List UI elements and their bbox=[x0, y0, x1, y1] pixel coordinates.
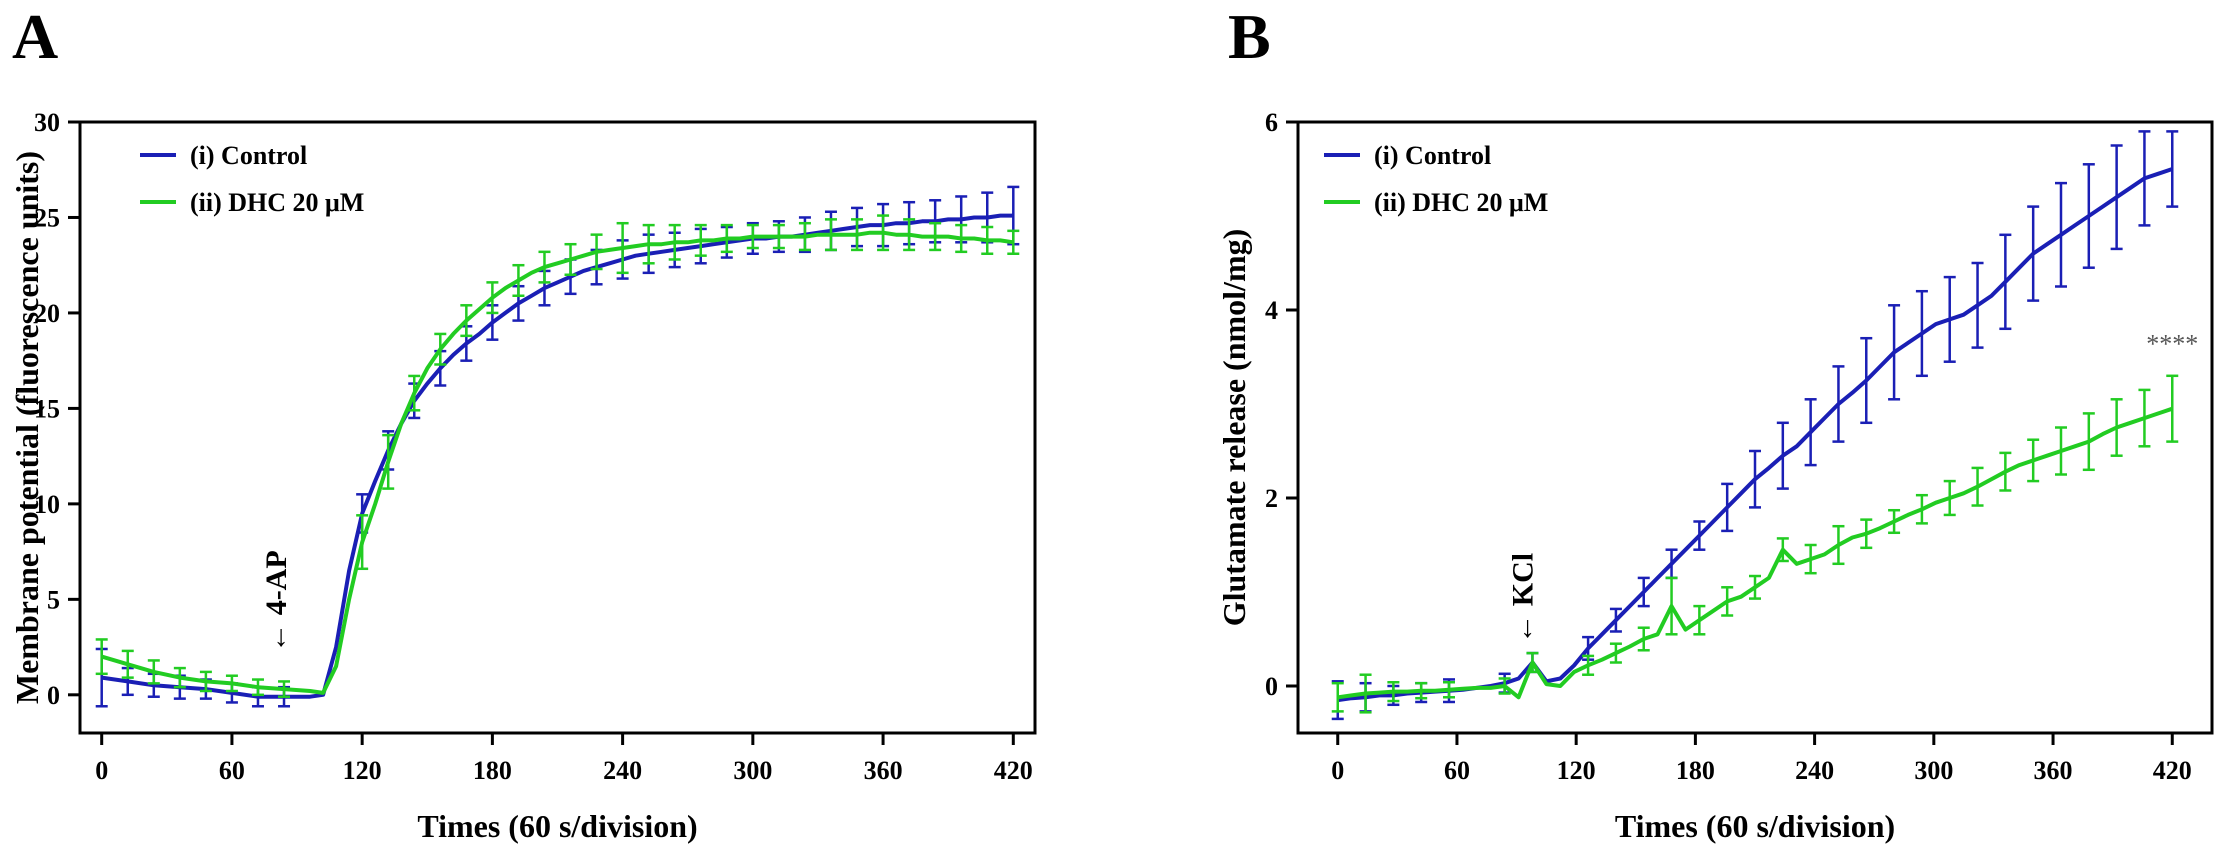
x-tick-label: 240 bbox=[603, 756, 642, 785]
y-tick-label: 0 bbox=[47, 681, 60, 710]
series-control bbox=[1331, 130, 2179, 721]
y-tick-label: 4 bbox=[1265, 296, 1278, 325]
y-tick-label: 2 bbox=[1265, 484, 1278, 513]
x-tick-label: 420 bbox=[994, 756, 1033, 785]
y-tick-label: 0 bbox=[1265, 672, 1278, 701]
x-tick-label: 360 bbox=[864, 756, 903, 785]
x-tick-label: 240 bbox=[1795, 756, 1834, 785]
x-tick-label: 120 bbox=[1557, 756, 1596, 785]
x-axis-title: Times (60 s/division) bbox=[417, 808, 697, 844]
y-tick-label: 25 bbox=[34, 203, 60, 232]
y-axis-title: Glutamate release (nmol/mg) bbox=[1216, 229, 1252, 627]
y-tick-label: 15 bbox=[34, 394, 60, 423]
y-tick-label: 6 bbox=[1265, 108, 1278, 137]
series-dhc bbox=[95, 214, 1020, 698]
significance-marker: **** bbox=[2146, 329, 2198, 358]
x-tick-label: 360 bbox=[2034, 756, 2073, 785]
x-tick-label: 60 bbox=[219, 756, 245, 785]
x-tick-label: 0 bbox=[1331, 756, 1344, 785]
y-tick-label: 5 bbox=[47, 585, 60, 614]
x-tick-label: 180 bbox=[1676, 756, 1715, 785]
x-tick-label: 180 bbox=[473, 756, 512, 785]
x-tick-label: 60 bbox=[1444, 756, 1470, 785]
panel-a: A 0 60 120 180 240 300 360 420 0 5 10 15 20 25 30 Times … bbox=[9, 1, 1037, 844]
x-tick-label: 0 bbox=[95, 756, 108, 785]
plot-frame bbox=[78, 120, 1037, 735]
annotation-label: ← 4-AP bbox=[260, 550, 293, 652]
series-line bbox=[101, 230, 1014, 695]
y-tick-label: 20 bbox=[34, 299, 60, 328]
legend-label: (i) Control bbox=[190, 141, 307, 170]
x-tick-label: 300 bbox=[733, 756, 772, 785]
x-tick-label: 420 bbox=[2153, 756, 2192, 785]
y-tick-label: 10 bbox=[34, 490, 60, 519]
x-tick-label: 120 bbox=[343, 756, 382, 785]
series-line bbox=[1337, 406, 2173, 700]
x-tick-label: 300 bbox=[1914, 756, 1953, 785]
series-dhc bbox=[1331, 374, 2179, 714]
legend: (i) Control (ii) DHC 20 μM bbox=[140, 141, 364, 217]
x-axis-title: Times (60 s/division) bbox=[1615, 808, 1895, 844]
panel-label: B bbox=[1228, 1, 1271, 72]
panel-b: B 0 60 120 180 240 300 360 420 0 2 4 6 Times (60 s/di… bbox=[1216, 1, 2214, 844]
legend-label: (ii) DHC 20 μM bbox=[190, 188, 364, 217]
panel-label: A bbox=[12, 1, 58, 72]
plot-frame bbox=[1296, 120, 2214, 735]
legend-label: (i) Control bbox=[1374, 141, 1491, 170]
legend-label: (ii) DHC 20 μM bbox=[1374, 188, 1548, 217]
y-axis-title: Membrane potential (fluorescence units) bbox=[9, 151, 45, 704]
series-line bbox=[101, 213, 1014, 699]
legend: (i) Control (ii) DHC 20 μM bbox=[1324, 141, 1548, 217]
y-tick-label: 30 bbox=[34, 108, 60, 137]
series-line bbox=[1337, 167, 2173, 703]
annotation-label: ← KCl bbox=[1506, 553, 1539, 644]
